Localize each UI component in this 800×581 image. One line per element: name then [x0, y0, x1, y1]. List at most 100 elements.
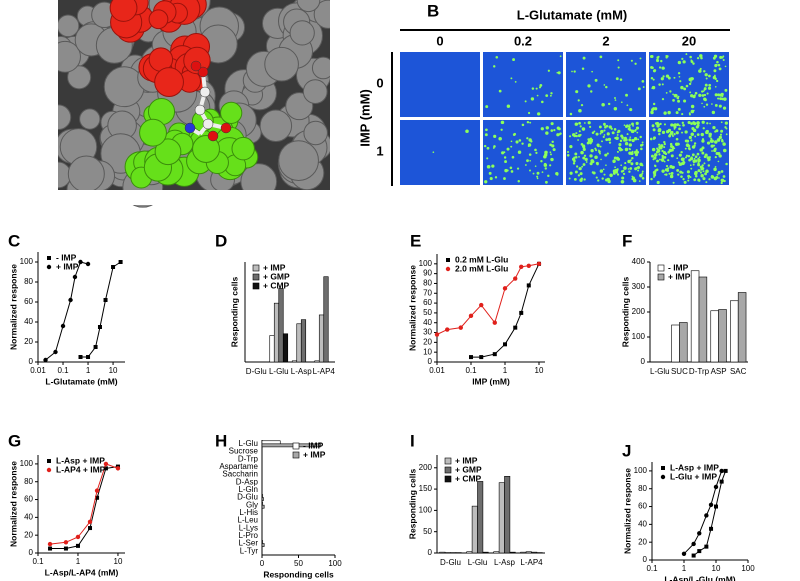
cell-dot [663, 123, 667, 126]
cell-dot [681, 131, 683, 134]
cell-dot [680, 175, 683, 178]
y-tick-label: 0 [29, 548, 34, 557]
cell-dot [510, 145, 513, 148]
cell-dot [532, 172, 535, 175]
x-tick-label: 0.01 [30, 366, 46, 375]
cell-dot [709, 122, 711, 125]
y-tick-label: 300 [632, 282, 646, 291]
cell-dot [631, 156, 634, 160]
atom-gray [67, 65, 92, 90]
cell-dot [572, 162, 576, 165]
atom-gray [296, 0, 321, 13]
cell-dot [653, 176, 655, 178]
cell-dot [491, 164, 495, 168]
bar [471, 505, 478, 554]
cell-dot [718, 135, 722, 140]
cell-dot [670, 154, 674, 158]
cell-dot [503, 151, 506, 154]
cell-dot [537, 112, 541, 116]
cell-dot [580, 103, 584, 107]
y-tick-label: 20 [24, 337, 33, 346]
cell-dot [629, 136, 632, 138]
cell-dot [653, 138, 655, 141]
cell-dot [656, 58, 659, 62]
series-line [436, 263, 540, 335]
cell-dot [580, 143, 584, 146]
cell-dot [661, 130, 666, 135]
y-tick-label: 80 [423, 279, 432, 288]
cell-dot [693, 142, 697, 145]
cell-dot [506, 147, 510, 151]
cell-dot [656, 121, 659, 125]
x-tick-label: SAC [730, 367, 747, 376]
atom-#e8261a [109, 0, 138, 22]
bar [261, 540, 264, 544]
cell-dot [495, 55, 499, 59]
cell-dot [484, 180, 488, 184]
cell-dot [689, 55, 692, 59]
data-point [492, 320, 497, 325]
cell-dot [604, 125, 607, 129]
cell-dot [525, 164, 527, 166]
cell-dot [591, 138, 594, 141]
cell-dot [608, 125, 612, 129]
x-tick-label: D-Trp [689, 367, 710, 376]
data-point [97, 325, 102, 329]
cell-dot [630, 152, 633, 155]
cell-dot [698, 93, 702, 97]
x-axis-label: IMP (mM) [472, 376, 510, 386]
cell-dot [617, 129, 621, 133]
cell-dot [510, 170, 514, 173]
cell-dot [577, 99, 580, 102]
cell-dot [724, 121, 728, 125]
cell-dot [711, 110, 716, 115]
cell-dot [716, 79, 719, 83]
data-point [713, 484, 719, 490]
cell-dot [719, 133, 723, 136]
cell-dot [666, 169, 670, 172]
panel-label: D [215, 231, 227, 250]
data-point [709, 526, 714, 531]
panel-label: F [622, 231, 632, 250]
cell-dot [544, 150, 548, 155]
micrographs: 0 0.2 2 20 0 1 [376, 33, 729, 185]
cell-dot [650, 55, 654, 58]
cell-dot [687, 177, 690, 179]
legend-swatch [444, 475, 452, 483]
y-tick-label: 20 [24, 530, 33, 539]
y-tick-label: 0 [641, 357, 646, 366]
cell-dot [539, 83, 543, 87]
cell-dot [696, 56, 700, 60]
panel-b-row-title: IMP (mM) [357, 89, 372, 147]
cell-dot [615, 136, 619, 141]
cell-dot [550, 129, 554, 132]
data-point [513, 276, 518, 281]
micrograph [566, 52, 646, 117]
cell-dot [665, 130, 670, 134]
data-point [88, 526, 93, 531]
bar [737, 292, 747, 363]
cell-dot [651, 147, 656, 152]
model-clip-bottom [58, 190, 330, 205]
cell-dot [506, 104, 511, 108]
column-label: 20 [682, 33, 696, 48]
cell-dot [595, 176, 598, 179]
cell-dot [545, 126, 549, 130]
cell-dot [666, 167, 669, 170]
bar [261, 494, 264, 498]
cell-dot [676, 123, 680, 127]
cell-dot [675, 137, 679, 141]
data-point [697, 549, 702, 554]
cell-dot [658, 83, 661, 86]
cell-dot [684, 156, 688, 159]
cell-dot [515, 140, 519, 144]
atom-gray [67, 155, 105, 193]
data-point [526, 283, 531, 288]
y-axis-label: Responding cells [620, 277, 630, 348]
data-point [434, 332, 440, 337]
cell-dot [668, 133, 671, 136]
cell-dot [707, 164, 711, 167]
cell-dot [595, 161, 599, 165]
cell-dot [635, 161, 639, 166]
